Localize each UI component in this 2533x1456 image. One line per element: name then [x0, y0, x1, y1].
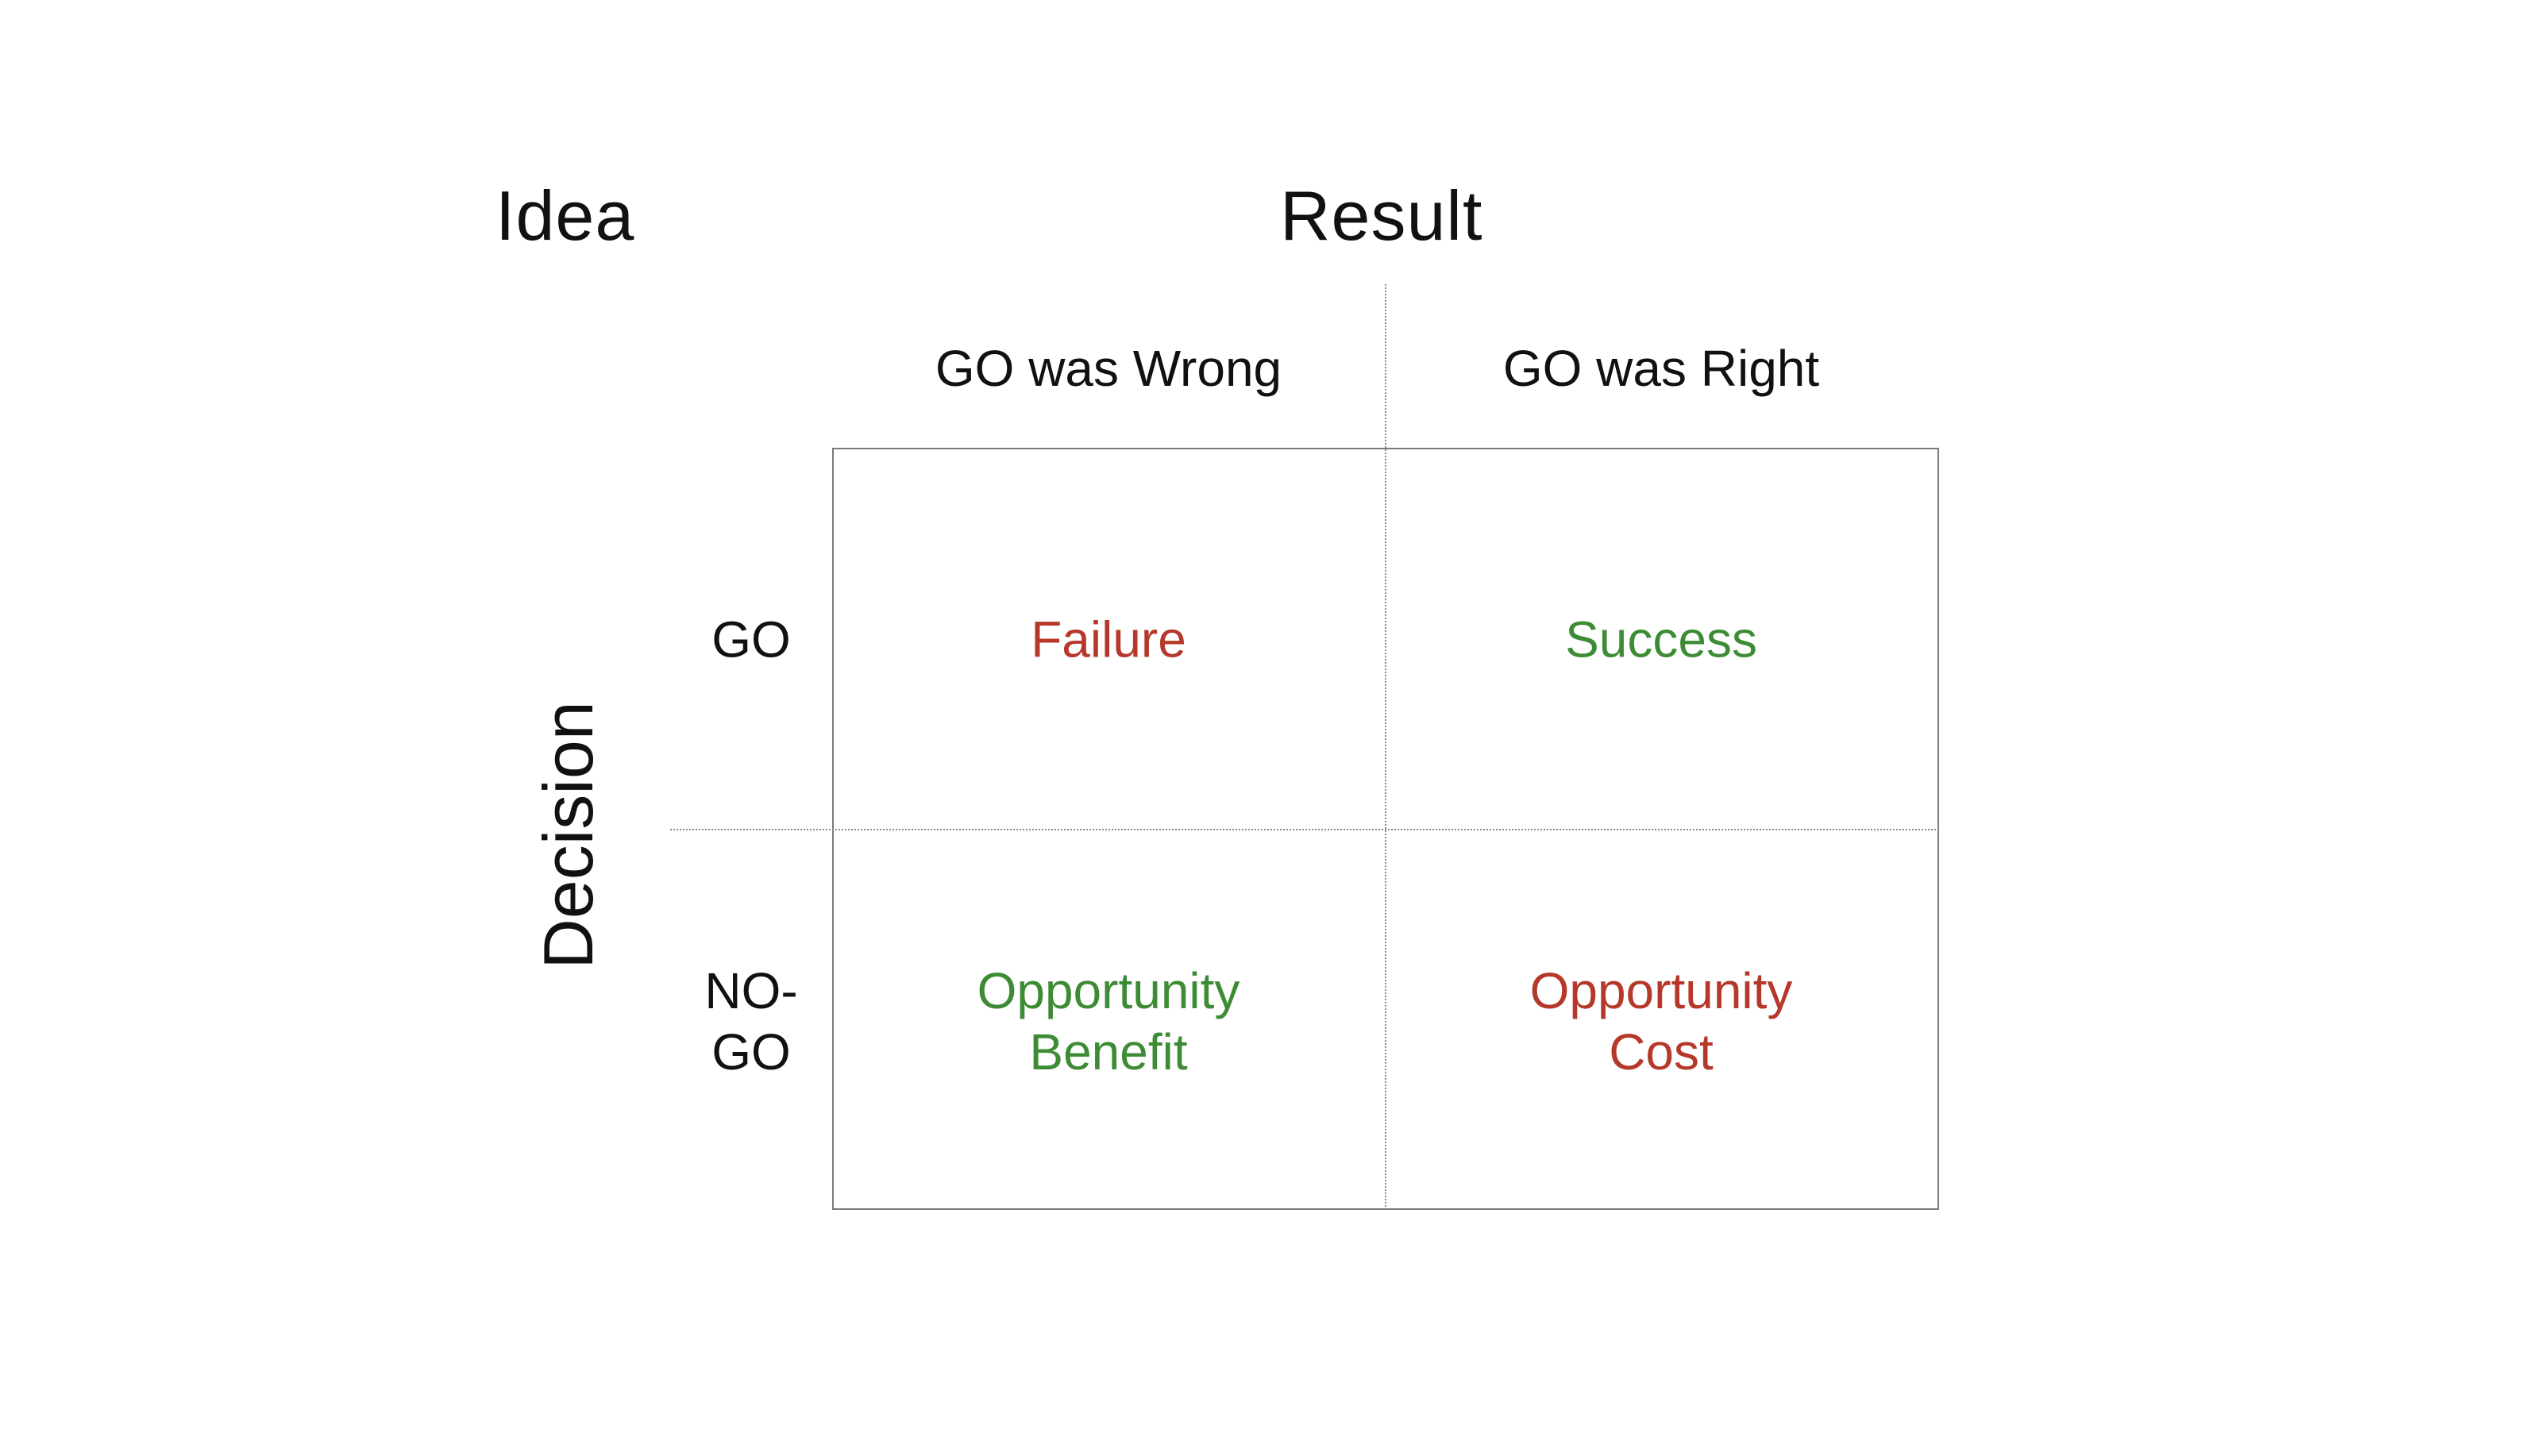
cell-success: Success: [1565, 611, 1757, 668]
cell-opportunity-benefit: Opportunity Benefit: [977, 962, 1240, 1080]
column-header-go-was-right: GO was Right: [1502, 340, 1820, 397]
cell-opportunity-cost: Opportunity Cost: [1529, 962, 1793, 1080]
corner-label-idea: Idea: [495, 176, 635, 255]
result-axis-title: Result: [1280, 176, 1483, 255]
row-header-no-go: NO- GO: [704, 962, 798, 1080]
column-header-go-was-wrong: GO was Wrong: [935, 340, 1282, 397]
row-divider-line: [670, 829, 1939, 830]
column-divider-line: [1385, 284, 1386, 1210]
row-header-go: GO: [711, 611, 791, 668]
decision-axis-title: Decision: [529, 701, 607, 969]
cell-failure: Failure: [1031, 611, 1186, 668]
